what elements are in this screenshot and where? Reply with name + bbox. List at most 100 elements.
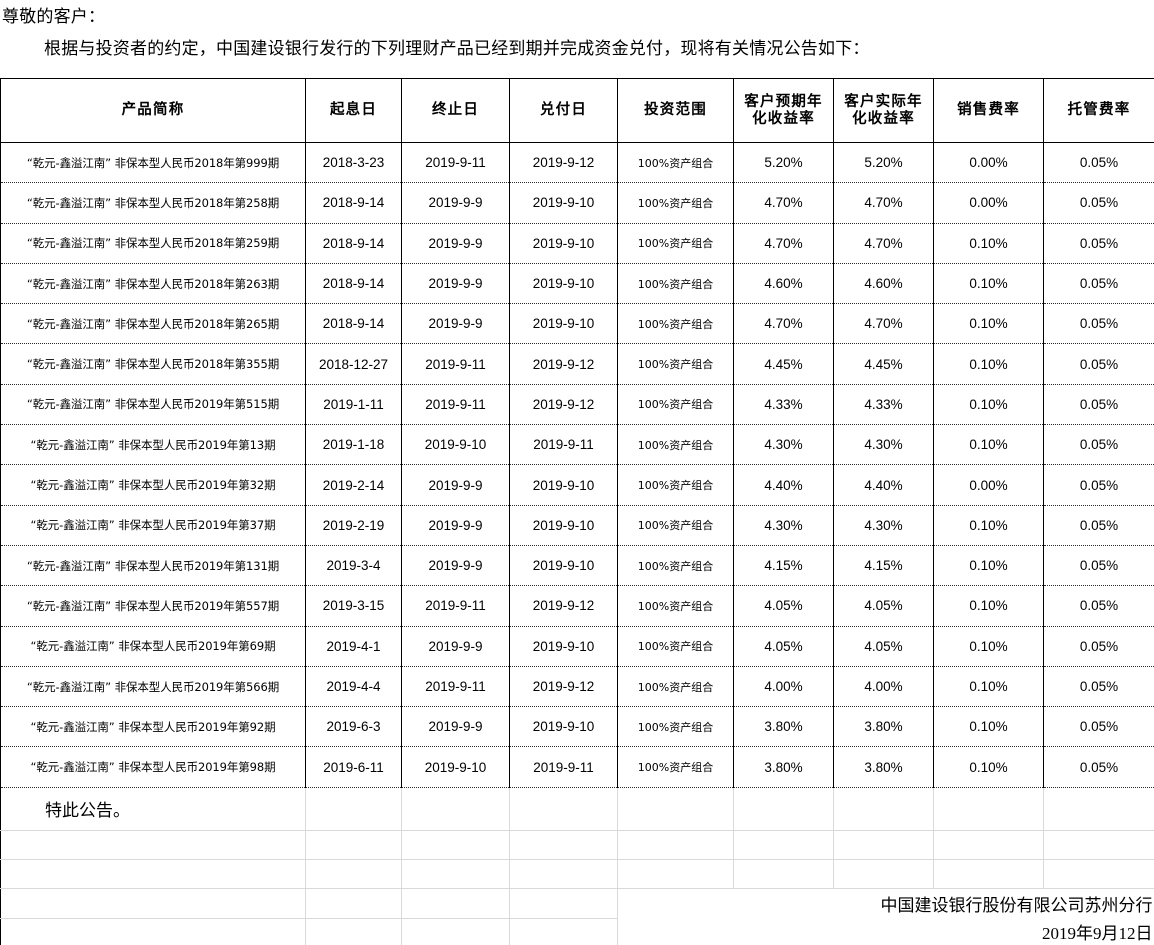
table-row: “乾元-鑫溢江南” 非保本型人民币2018年第265期 2018-9-14 20… [1, 304, 1154, 344]
header-line-2: 化收益率 [834, 111, 933, 128]
cell-end-date: 2019-9-10 [402, 425, 510, 465]
cell-investment-scope: 100%资产组合 [618, 666, 734, 706]
cell-custody-fee: 0.05% [1044, 344, 1154, 384]
cell-end-date: 2019-9-9 [402, 707, 510, 747]
cell-start-date: 2019-1-11 [306, 384, 402, 424]
header-line-2: 化收益率 [734, 111, 833, 128]
cell-investment-scope: 100%资产组合 [618, 304, 734, 344]
spacer-cell [1, 830, 306, 859]
cell-start-date: 2018-9-14 [306, 263, 402, 303]
cell-product-name: “乾元-鑫溢江南” 非保本型人民币2019年第557期 [1, 586, 306, 626]
cell-custody-fee: 0.05% [1044, 263, 1154, 303]
table-row: “乾元-鑫溢江南” 非保本型人民币2019年第131期 2019-3-4 201… [1, 545, 1154, 585]
spacer-cell [306, 918, 402, 945]
cell-custody-fee: 0.05% [1044, 747, 1154, 787]
header-line-1: 客户预期年 [734, 94, 833, 111]
cell-start-date: 2019-2-14 [306, 465, 402, 505]
table-row: “乾元-鑫溢江南” 非保本型人民币2019年第13期 2019-1-18 201… [1, 425, 1154, 465]
cell-product-name: “乾元-鑫溢江南” 非保本型人民币2019年第98期 [1, 747, 306, 787]
cell-actual-yield: 4.05% [834, 626, 934, 666]
header-line-1: 投资范围 [618, 102, 733, 119]
cell-actual-yield: 5.20% [834, 143, 934, 183]
header-line-1: 销售费率 [934, 102, 1043, 119]
column-header-product-name: 产品简称 [1, 79, 306, 143]
issue-date-text: 2019年9月12日 [618, 918, 1154, 945]
cell-sales-fee: 0.10% [934, 626, 1044, 666]
cell-product-name: “乾元-鑫溢江南” 非保本型人民币2019年第69期 [1, 626, 306, 666]
column-header-custody-fee: 托管费率 [1044, 79, 1154, 143]
spacer-cell [934, 859, 1044, 888]
spacer-cell [510, 918, 618, 945]
cell-sales-fee: 0.00% [934, 465, 1044, 505]
spacer-cell [306, 787, 402, 830]
cell-investment-scope: 100%资产组合 [618, 425, 734, 465]
cell-product-name: “乾元-鑫溢江南” 非保本型人民币2019年第92期 [1, 707, 306, 747]
spacer-cell [734, 859, 834, 888]
cell-actual-yield: 4.33% [834, 384, 934, 424]
column-header-end-date: 终止日 [402, 79, 510, 143]
cell-investment-scope: 100%资产组合 [618, 143, 734, 183]
column-header-start-date: 起息日 [306, 79, 402, 143]
cell-end-date: 2019-9-11 [402, 586, 510, 626]
spacer-cell [402, 830, 510, 859]
header-line-1: 客户实际年 [834, 94, 933, 111]
cell-sales-fee: 0.10% [934, 505, 1044, 545]
cell-custody-fee: 0.05% [1044, 465, 1154, 505]
cell-custody-fee: 0.05% [1044, 143, 1154, 183]
cell-expected-yield: 4.05% [734, 626, 834, 666]
cell-payment-date: 2019-9-10 [510, 545, 618, 585]
spacer-cell [734, 787, 834, 830]
spacer-cell [306, 859, 402, 888]
cell-expected-yield: 4.70% [734, 183, 834, 223]
cell-end-date: 2019-9-9 [402, 183, 510, 223]
cell-sales-fee: 0.10% [934, 545, 1044, 585]
cell-start-date: 2019-6-3 [306, 707, 402, 747]
cell-end-date: 2019-9-11 [402, 384, 510, 424]
cell-start-date: 2018-9-14 [306, 183, 402, 223]
cell-payment-date: 2019-9-10 [510, 263, 618, 303]
cell-actual-yield: 3.80% [834, 747, 934, 787]
cell-actual-yield: 4.70% [834, 223, 934, 263]
cell-start-date: 2019-3-4 [306, 545, 402, 585]
table-row: “乾元-鑫溢江南” 非保本型人民币2019年第566期 2019-4-4 201… [1, 666, 1154, 706]
cell-sales-fee: 0.10% [934, 425, 1044, 465]
spacer-cell [1, 918, 306, 945]
cell-payment-date: 2019-9-10 [510, 304, 618, 344]
cell-start-date: 2019-2-19 [306, 505, 402, 545]
table-row: “乾元-鑫溢江南” 非保本型人民币2018年第258期 2018-9-14 20… [1, 183, 1154, 223]
cell-payment-date: 2019-9-10 [510, 626, 618, 666]
cell-investment-scope: 100%资产组合 [618, 586, 734, 626]
spacer-cell [510, 787, 618, 830]
cell-expected-yield: 4.70% [734, 223, 834, 263]
cell-investment-scope: 100%资产组合 [618, 344, 734, 384]
cell-investment-scope: 100%资产组合 [618, 545, 734, 585]
column-header-expected-yield: 客户预期年 化收益率 [734, 79, 834, 143]
cell-payment-date: 2019-9-10 [510, 505, 618, 545]
cell-product-name: “乾元-鑫溢江南” 非保本型人民币2018年第258期 [1, 183, 306, 223]
cell-end-date: 2019-9-9 [402, 465, 510, 505]
intro-block: 尊敬的客户： 根据与投资者的约定，中国建设银行发行的下列理财产品已经到期并完成资… [0, 0, 1154, 78]
cell-sales-fee: 0.10% [934, 223, 1044, 263]
cell-end-date: 2019-9-9 [402, 263, 510, 303]
cell-product-name: “乾元-鑫溢江南” 非保本型人民币2018年第999期 [1, 143, 306, 183]
cell-start-date: 2019-4-4 [306, 666, 402, 706]
cell-custody-fee: 0.05% [1044, 223, 1154, 263]
cell-investment-scope: 100%资产组合 [618, 707, 734, 747]
header-line-1: 终止日 [402, 102, 509, 119]
cell-expected-yield: 5.20% [734, 143, 834, 183]
spacer-cell [402, 888, 510, 918]
cell-payment-date: 2019-9-12 [510, 666, 618, 706]
cell-sales-fee: 0.10% [934, 747, 1044, 787]
spacer-cell [510, 888, 618, 918]
cell-payment-date: 2019-9-12 [510, 143, 618, 183]
cell-expected-yield: 4.45% [734, 344, 834, 384]
spacer-cell [510, 830, 618, 859]
cell-actual-yield: 4.30% [834, 505, 934, 545]
cell-start-date: 2019-1-18 [306, 425, 402, 465]
cell-product-name: “乾元-鑫溢江南” 非保本型人民币2018年第355期 [1, 344, 306, 384]
cell-end-date: 2019-9-9 [402, 304, 510, 344]
cell-expected-yield: 4.70% [734, 304, 834, 344]
cell-sales-fee: 0.00% [934, 143, 1044, 183]
cell-actual-yield: 4.15% [834, 545, 934, 585]
cell-product-name: “乾元-鑫溢江南” 非保本型人民币2018年第259期 [1, 223, 306, 263]
